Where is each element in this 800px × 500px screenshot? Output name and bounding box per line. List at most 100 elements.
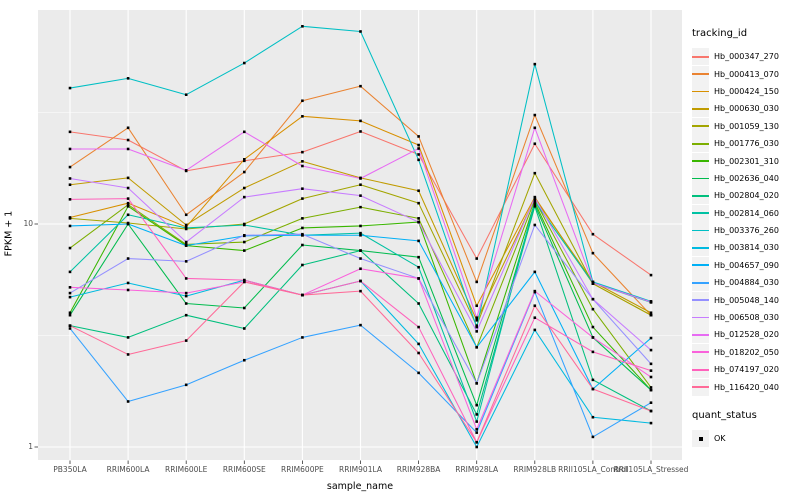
data-point <box>126 222 130 226</box>
legend-color-line-icon <box>692 386 709 388</box>
data-point <box>126 353 130 356</box>
legend-key <box>692 204 709 222</box>
data-point <box>184 383 188 387</box>
legend-label: Hb_002301_310 <box>714 156 779 166</box>
data-point <box>301 232 304 236</box>
data-point <box>68 311 72 315</box>
legend-label: Hb_002804_020 <box>714 191 779 201</box>
y-tick-label: 1 <box>28 442 33 451</box>
data-point <box>243 306 246 310</box>
legend-item: Hb_074197_020 <box>692 361 798 379</box>
data-point <box>126 197 130 200</box>
data-point <box>649 311 653 315</box>
data-point <box>301 197 304 200</box>
x-tick-label: RRIM600LA <box>106 464 150 474</box>
legend-key <box>692 343 709 361</box>
data-point <box>184 213 188 217</box>
legend-item-quant-ok: OK <box>692 430 798 447</box>
data-point <box>417 158 420 162</box>
data-point <box>359 30 362 33</box>
legend-title-tracking: tracking_id <box>692 28 748 39</box>
data-point <box>301 226 304 230</box>
legend-color-line-icon <box>692 281 709 284</box>
legend-label: Hb_000630_030 <box>714 104 779 114</box>
legend-label: Hb_000413_070 <box>714 69 779 79</box>
data-point <box>591 325 595 329</box>
data-point <box>243 358 246 362</box>
data-point <box>649 375 653 379</box>
x-tick-label: RRIM600PE <box>281 464 324 474</box>
legend-key <box>692 187 709 205</box>
legend-color-line-icon <box>692 368 709 371</box>
legend-label: Hb_002636_040 <box>714 173 779 183</box>
data-point <box>301 160 304 163</box>
data-point <box>68 177 72 180</box>
legend-key <box>692 256 709 274</box>
legend-color-line-icon <box>692 334 709 336</box>
legend-label: Hb_003814_030 <box>714 243 779 253</box>
data-point <box>184 240 188 244</box>
x-tick-label: RRIM928BA <box>396 464 441 474</box>
data-point <box>591 336 595 339</box>
data-point <box>649 348 653 352</box>
legend-item: Hb_000630_030 <box>692 100 798 118</box>
data-point <box>649 362 653 366</box>
legend-color-line-icon <box>692 73 709 75</box>
data-point <box>591 281 595 285</box>
data-point <box>126 126 130 130</box>
legend-key <box>692 274 709 292</box>
data-point <box>417 135 420 138</box>
x-tick-label: RRII105LA_Stressed <box>613 464 689 474</box>
data-point <box>126 77 130 80</box>
legend-color-line-icon <box>692 160 709 162</box>
data-point <box>301 25 304 28</box>
legend-key <box>692 361 709 379</box>
legend-item: Hb_003814_030 <box>692 239 798 257</box>
x-tick-label: RRII105LA_Control <box>558 464 628 474</box>
data-point <box>301 243 304 247</box>
legend-item: Hb_002814_060 <box>692 204 798 222</box>
data-point <box>475 318 478 322</box>
legend-key <box>692 48 709 66</box>
data-point <box>359 130 362 133</box>
data-point <box>301 164 304 168</box>
data-point <box>68 286 72 289</box>
data-point <box>126 186 130 190</box>
y-axis-title: FPKM + 1 <box>3 210 15 257</box>
legend-color-line-icon <box>692 351 709 354</box>
data-point <box>68 183 72 187</box>
data-point <box>68 130 72 134</box>
legend-item: Hb_002804_020 <box>692 187 798 205</box>
data-point <box>359 119 362 123</box>
data-point <box>68 313 72 317</box>
data-point <box>475 428 478 431</box>
data-point <box>68 198 72 201</box>
data-point <box>301 293 304 297</box>
data-point <box>184 226 188 230</box>
legend-item: Hb_006508_030 <box>692 309 798 327</box>
data-point <box>591 297 595 301</box>
data-point <box>649 300 653 304</box>
legend-color-line-icon <box>692 55 709 58</box>
data-point <box>126 176 130 180</box>
x-tick-label: PB350LA <box>53 464 87 474</box>
data-point <box>243 327 246 330</box>
data-point <box>68 295 72 299</box>
x-tick-label: RRIM600LE <box>165 464 208 474</box>
data-point <box>591 307 595 311</box>
data-point <box>475 304 478 308</box>
data-point <box>359 257 362 260</box>
data-point <box>359 84 362 88</box>
data-point <box>591 387 595 391</box>
x-axis-title: sample_name <box>326 481 394 492</box>
data-point <box>533 126 537 130</box>
data-point <box>533 289 537 293</box>
data-point <box>184 277 188 280</box>
data-point <box>68 86 72 90</box>
legend-label: Hb_004657_090 <box>714 260 779 270</box>
legend-item: Hb_002301_310 <box>692 152 798 170</box>
data-point <box>475 330 478 333</box>
legend-key <box>692 169 709 187</box>
